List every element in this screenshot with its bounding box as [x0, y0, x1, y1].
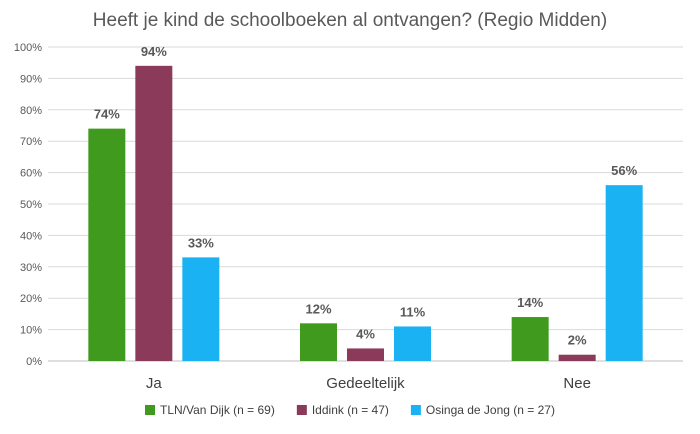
y-axis-ticks: 0% 10% 20% 30% 40% 50% 60% 70% 80% 90% 100%	[14, 42, 42, 368]
bar	[605, 185, 643, 361]
category-label: Nee	[563, 375, 591, 392]
y-tick-label: 60%	[20, 168, 42, 180]
y-tick-label: 40%	[20, 230, 42, 242]
legend-swatch	[145, 405, 156, 415]
data-label: 33%	[188, 235, 214, 250]
y-tick-label: 100%	[14, 42, 42, 54]
y-tick-label: 10%	[20, 325, 42, 337]
data-label: 11%	[400, 304, 426, 319]
bars	[88, 65, 643, 361]
bar	[182, 257, 220, 361]
y-tick-label: 20%	[20, 293, 42, 305]
y-tick-label: 70%	[20, 136, 42, 148]
category-label: Ja	[146, 375, 163, 392]
legend-swatch	[296, 405, 307, 415]
bar	[511, 317, 549, 361]
category-label: Gedeeltelijk	[326, 375, 405, 392]
data-label: 14%	[517, 295, 543, 310]
bar	[300, 323, 337, 361]
data-label: 94%	[141, 44, 167, 59]
chart-title: Heeft je kind de schoolboeken al ontvang…	[93, 10, 607, 31]
legend-label: TLN/Van Dijk (n = 69)	[160, 403, 275, 417]
data-label: 56%	[611, 163, 637, 178]
data-label: 74%	[94, 107, 120, 122]
data-labels: 74% 94% 33% 12% 4% 11% 14% 2% 56%	[94, 44, 638, 348]
data-label: 4%	[356, 326, 375, 341]
y-tick-label: 80%	[20, 105, 42, 117]
data-label: 12%	[305, 301, 331, 316]
bar	[135, 65, 173, 361]
legend-label: Iddink (n = 47)	[312, 403, 389, 417]
bar	[347, 348, 384, 361]
y-tick-label: 50%	[20, 199, 42, 211]
legend-label: Osinga de Jong (n = 27)	[426, 403, 555, 417]
bar	[394, 326, 431, 361]
category-labels: Ja Gedeeltelijk Nee	[146, 375, 591, 392]
y-tick-label: 0%	[26, 356, 42, 368]
data-label: 2%	[568, 333, 587, 348]
bar	[558, 354, 596, 361]
bar	[88, 128, 126, 361]
legend: TLN/Van Dijk (n = 69) Iddink (n = 47) Osin…	[145, 403, 555, 417]
legend-swatch	[410, 405, 421, 415]
y-tick-label: 90%	[20, 73, 42, 85]
y-tick-label: 30%	[20, 262, 42, 274]
